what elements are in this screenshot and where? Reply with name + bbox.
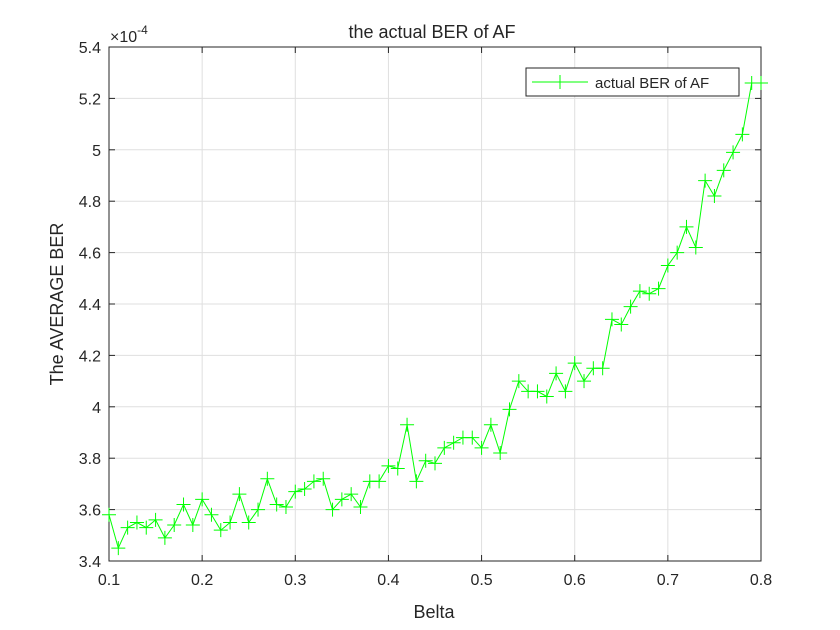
- data-point: [623, 299, 638, 314]
- y-tick-label: 3.8: [79, 451, 101, 468]
- data-point: [418, 453, 433, 468]
- legend-marker: [553, 75, 567, 89]
- x-tick-label: 0.1: [98, 572, 120, 589]
- x-tick-label: 0.5: [470, 572, 492, 589]
- data-point: [539, 389, 554, 404]
- data-point: [139, 520, 154, 535]
- data-point: [614, 317, 629, 332]
- x-tick-label: 0.4: [377, 572, 399, 589]
- data-point: [213, 523, 228, 538]
- data-point: [754, 75, 768, 90]
- data-point: [604, 312, 619, 327]
- data-point: [167, 518, 182, 533]
- data-point: [465, 430, 480, 445]
- y-tick-label: 4: [92, 400, 101, 417]
- data-point: [688, 240, 703, 255]
- y-tick-label: 3.4: [79, 554, 101, 571]
- data-point: [726, 145, 741, 160]
- data-point: [437, 440, 452, 455]
- data-point: [716, 163, 731, 178]
- y-tick-label: 5.4: [79, 40, 101, 57]
- data-point: [297, 482, 312, 497]
- data-point: [260, 471, 275, 486]
- data-point: [660, 258, 675, 273]
- x-tick-label: 0.6: [564, 572, 586, 589]
- data-point: [428, 456, 442, 471]
- x-axis-label: Belta: [413, 602, 455, 622]
- y-tick-label: 3.6: [79, 503, 101, 520]
- y-axis-exponent-base: ×10: [110, 29, 137, 46]
- data-point: [334, 492, 349, 507]
- y-axis-label: The AVERAGE BER: [47, 223, 67, 386]
- data-point: [651, 281, 666, 296]
- data-point: [176, 497, 191, 512]
- data-point: [223, 515, 238, 530]
- data-point: [530, 384, 545, 399]
- data-point: [707, 189, 722, 204]
- data-point: [493, 446, 508, 461]
- x-tick-label: 0.8: [750, 572, 772, 589]
- y-axis-exponent-power: -4: [137, 23, 148, 37]
- data-point: [483, 417, 498, 432]
- data-point: [288, 484, 303, 499]
- data-point: [632, 284, 647, 299]
- data-point: [511, 374, 526, 389]
- data-point: [251, 502, 266, 517]
- y-tick-label: 4.6: [79, 246, 101, 263]
- plot-area: 0.1 0.2 0.3 0.4 0.5 0.6 0.7 0.8 3.4 3.6 3.8 4 4.2 4.4…: [79, 40, 772, 589]
- data-point: [372, 474, 387, 489]
- data-point: [316, 471, 331, 486]
- data-point: [577, 374, 592, 389]
- data-point: [567, 356, 582, 371]
- data-point: [185, 518, 200, 533]
- data-point: [642, 286, 657, 301]
- data-point: [120, 520, 135, 535]
- data-point: [148, 512, 163, 527]
- data-point: [204, 507, 219, 522]
- data-point: [474, 440, 489, 455]
- y-tick-label: 5: [92, 143, 101, 160]
- data-point: [306, 474, 321, 489]
- data-point: [502, 402, 517, 417]
- data-point: [241, 515, 256, 530]
- legend: actual BER of AF: [525, 67, 740, 97]
- y-tick-label: 4.4: [79, 297, 101, 314]
- data-point: [595, 361, 610, 376]
- data-point: [278, 500, 293, 515]
- data-point: [269, 497, 284, 512]
- data-point: [446, 435, 461, 450]
- data-point: [344, 487, 359, 502]
- data-point: [111, 541, 126, 556]
- data-point: [400, 417, 415, 432]
- data-point: [558, 384, 573, 399]
- data-point: [735, 127, 750, 142]
- data-point: [698, 173, 713, 188]
- x-tick-label: 0.7: [657, 572, 679, 589]
- data-point: [409, 474, 424, 489]
- data-point: [670, 245, 685, 260]
- data-point: [157, 530, 172, 545]
- x-tick-label: 0.3: [284, 572, 306, 589]
- data-point: [381, 458, 396, 473]
- data-point: [549, 366, 564, 381]
- data-point: [390, 461, 405, 476]
- legend-label: actual BER of AF: [595, 75, 709, 92]
- y-tick-label: 5.2: [79, 91, 101, 108]
- y-tick-label: 4.8: [79, 194, 101, 211]
- chart-title: the actual BER of AF: [348, 22, 515, 42]
- y-axis-exponent: ×10-4: [110, 23, 148, 46]
- data-point: [232, 487, 247, 502]
- data-point: [679, 219, 694, 234]
- data-point: [325, 502, 340, 517]
- x-tick-label: 0.2: [191, 572, 213, 589]
- data-point: [353, 500, 368, 515]
- data-point: [195, 492, 210, 507]
- data-point: [102, 507, 116, 522]
- data-point: [129, 515, 144, 530]
- y-tick-label: 4.2: [79, 348, 101, 365]
